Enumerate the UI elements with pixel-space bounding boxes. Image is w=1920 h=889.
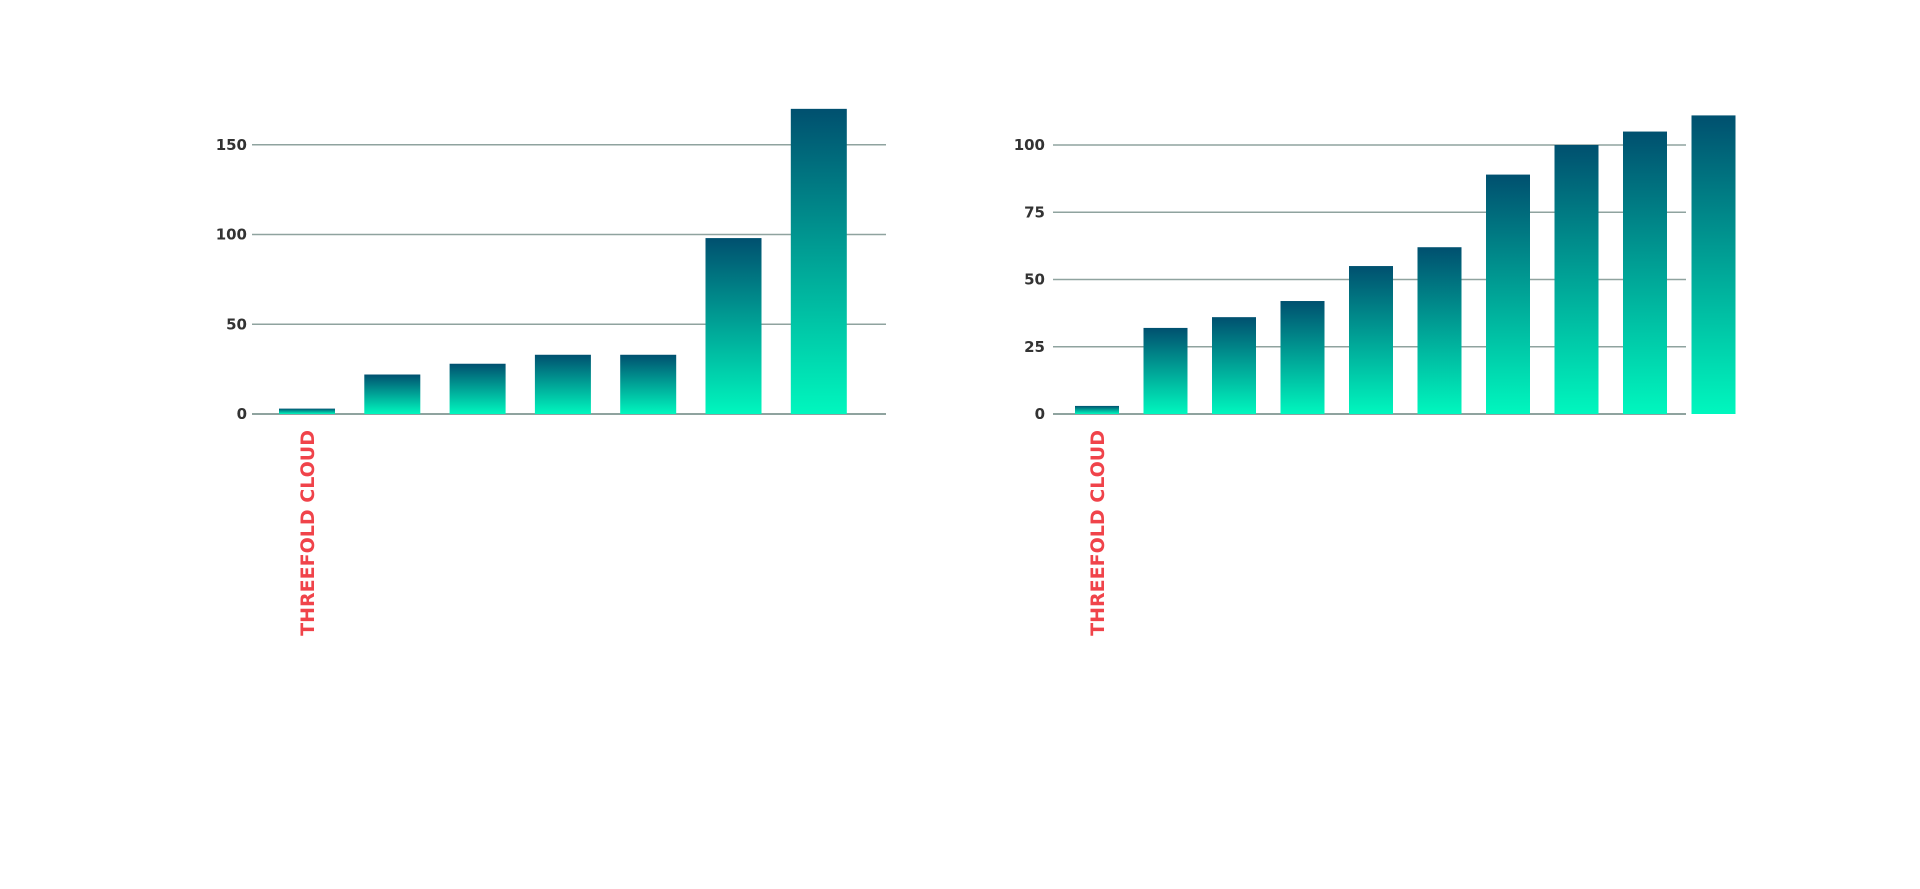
y-tick-label: 0	[237, 405, 247, 423]
bar	[534, 354, 591, 414]
y-tick-label: 50	[1024, 271, 1045, 289]
y-tick-label: 100	[1014, 136, 1045, 154]
bar	[1212, 317, 1256, 414]
bar	[705, 238, 762, 414]
bar	[364, 374, 421, 414]
category-label: THREEFOLD CLOUD	[297, 430, 319, 636]
category-label: THREEFOLD CLOUD	[1087, 430, 1109, 636]
bar	[1280, 301, 1325, 414]
bar	[1143, 327, 1188, 414]
y-tick-label: 0	[1035, 405, 1045, 423]
chart-right: 0 25 50 75 100 THREEFOLD CLOUD	[1014, 115, 1736, 636]
y-tick-label: 100	[216, 226, 247, 244]
y-tick-label: 150	[216, 136, 247, 154]
bar	[449, 363, 506, 414]
bar	[1075, 405, 1119, 414]
bar	[1691, 115, 1736, 414]
y-tick-label: 25	[1024, 338, 1045, 356]
bar	[1623, 131, 1667, 415]
bar	[1349, 266, 1393, 414]
y-tick-label: 75	[1024, 203, 1045, 221]
bar	[790, 108, 847, 414]
bar	[279, 408, 335, 414]
chart-left: 0 50 100 150 THREEFOLD CLOUD	[216, 108, 886, 636]
bar	[1554, 145, 1599, 414]
bar	[1417, 247, 1462, 414]
y-tick-label: 50	[226, 315, 247, 333]
bar	[620, 354, 677, 414]
bar	[1486, 174, 1530, 414]
